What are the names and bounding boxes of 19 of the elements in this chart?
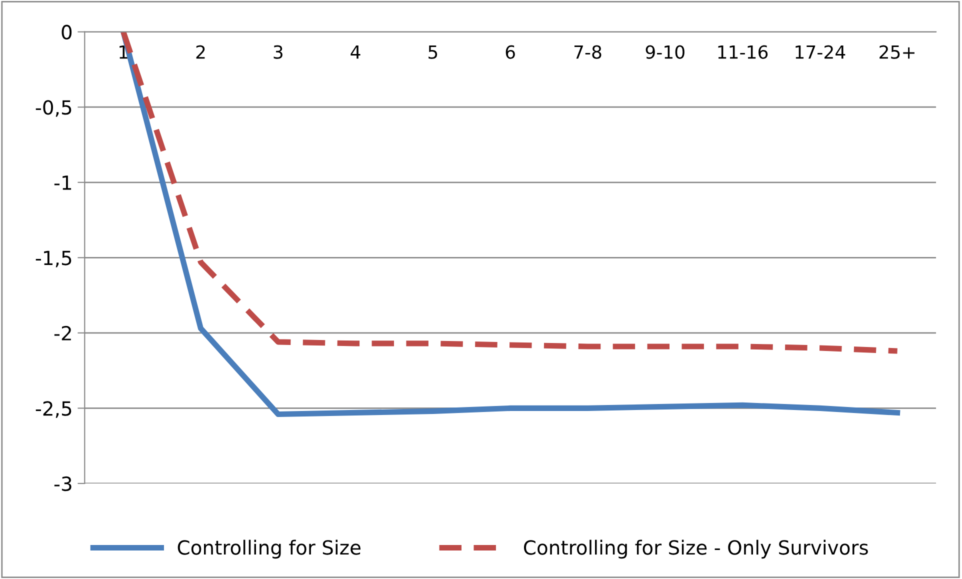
y-tick-label: -1: [54, 176, 72, 190]
x-tick-label: 5: [428, 45, 438, 59]
y-tick-label: -2: [54, 326, 71, 340]
legend-label: Controlling for Size: [178, 540, 360, 559]
y-tick-label: -3: [54, 476, 72, 492]
y-tick-label: -1,5: [36, 250, 72, 268]
y-tick-label: -2,5: [36, 401, 72, 418]
y-tick-label: 0: [62, 24, 72, 40]
legend-label: Controlling for Size - Only Survivors: [524, 540, 868, 559]
x-tick-label: 7-8: [574, 45, 602, 59]
x-tick-label: 4: [350, 45, 360, 59]
x-tick-label: 9-10: [646, 45, 684, 59]
x-tick-label: 17-24: [796, 45, 846, 59]
y-tick-label: -0,5: [36, 100, 72, 117]
x-tick-label: 11-16: [718, 45, 768, 59]
x-tick-label: 3: [274, 45, 282, 59]
x-tick-label: 6: [506, 45, 515, 59]
x-tick-label: 2: [196, 45, 205, 59]
x-tick-label: 25+: [880, 45, 914, 59]
